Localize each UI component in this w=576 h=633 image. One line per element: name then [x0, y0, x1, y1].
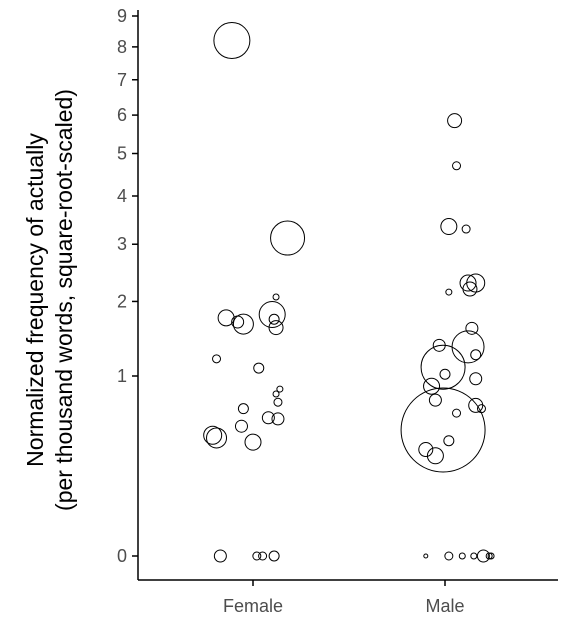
data-point-female: [272, 390, 280, 398]
y-tick-label: 0: [117, 546, 127, 566]
data-point-female: [258, 301, 286, 329]
data-point-female: [276, 385, 284, 393]
data-point-male: [420, 344, 466, 390]
x-tick-label-female: Female: [223, 596, 283, 616]
data-point-female: [253, 362, 265, 374]
data-point-female: [203, 425, 223, 445]
data-point-male: [476, 549, 490, 563]
data-point-male: [459, 274, 477, 292]
data-point-female: [234, 419, 248, 433]
y-axis-title-line-1: Normalized frequency of actually: [22, 133, 48, 467]
data-point-male: [426, 447, 444, 465]
y-tick-label: 6: [117, 105, 127, 125]
x-tick-label-male: Male: [425, 596, 464, 616]
points-layer: [203, 22, 495, 563]
data-point-female: [206, 427, 228, 449]
data-point-male: [462, 281, 478, 297]
data-point-male: [439, 368, 451, 380]
data-point-female: [271, 412, 285, 426]
data-point-male: [458, 552, 466, 560]
data-point-female: [213, 549, 227, 563]
y-tick-label: 8: [117, 37, 127, 57]
data-point-male: [400, 387, 486, 473]
data-point-female: [232, 313, 254, 335]
y-tick-label: 5: [117, 144, 127, 164]
data-point-female: [252, 551, 262, 561]
y-tick-label: 7: [117, 70, 127, 90]
data-point-female: [237, 403, 249, 415]
data-point-female: [244, 433, 262, 451]
data-point-male: [444, 551, 454, 561]
y-tick-label: 3: [117, 234, 127, 254]
data-point-male: [428, 393, 442, 407]
data-point-male: [469, 372, 483, 386]
data-point-male: [418, 442, 434, 458]
data-point-male: [447, 113, 463, 129]
data-point-male: [445, 288, 453, 296]
data-point-female: [268, 320, 284, 336]
data-point-female: [217, 309, 235, 327]
data-point-male: [452, 161, 462, 171]
data-point-female: [272, 293, 280, 301]
y-tick-label: 9: [117, 6, 127, 26]
y-axis-title-line-2: (per thousand words, square-root-scaled): [51, 89, 77, 511]
data-point-female: [270, 220, 306, 256]
data-point-male: [487, 552, 495, 560]
data-point-male: [468, 397, 484, 413]
data-point-female: [212, 354, 222, 364]
y-tick-label: 4: [117, 186, 127, 206]
data-point-male: [470, 349, 482, 361]
data-point-male: [443, 435, 455, 447]
data-point-male: [465, 321, 479, 335]
data-point-female: [231, 315, 245, 329]
data-point-male: [470, 552, 478, 560]
data-point-male: [423, 553, 429, 559]
data-point-male: [423, 377, 441, 395]
data-point-male: [452, 408, 462, 418]
data-point-male: [485, 552, 493, 560]
data-point-male: [440, 218, 458, 236]
data-point-female: [273, 397, 283, 407]
data-point-female: [268, 313, 280, 325]
data-point-female: [213, 22, 251, 60]
y-tick-label: 1: [117, 366, 127, 386]
x-axis-ticks: Female Male: [223, 580, 465, 616]
y-axis-ticks: 0 1 2 3 4 5 6 7 8 9: [117, 6, 138, 566]
y-tick-label: 2: [117, 291, 127, 311]
data-point-female: [258, 551, 268, 561]
data-point-male: [461, 224, 471, 234]
data-point-female: [261, 411, 275, 425]
data-point-female: [268, 550, 280, 562]
